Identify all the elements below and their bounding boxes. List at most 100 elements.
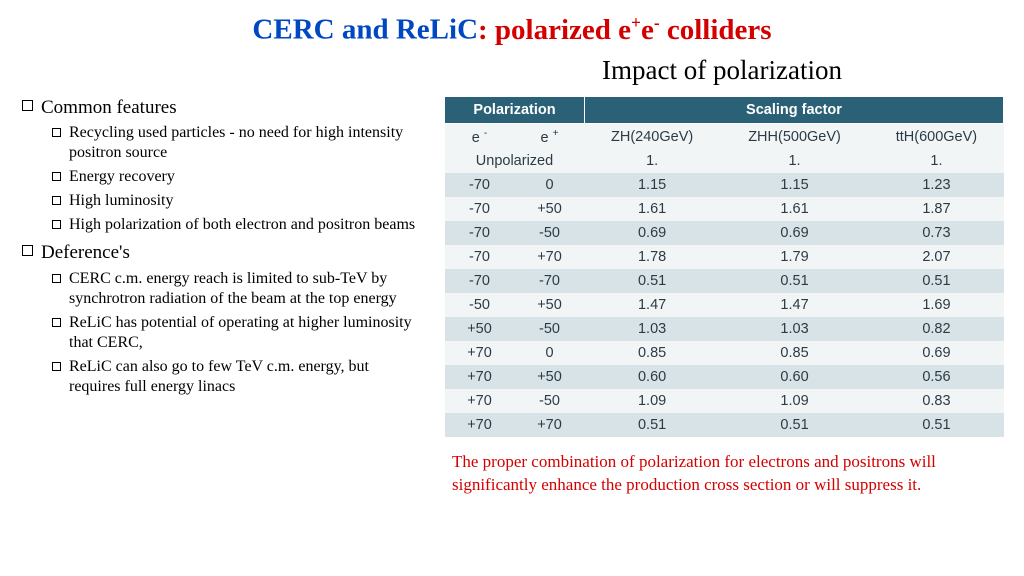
- right-column: Polarization Scaling factor e -e +ZH(240…: [444, 96, 1004, 498]
- bullet-icon: [52, 196, 61, 205]
- table-cell: +70: [515, 245, 585, 269]
- table-cell: -70: [445, 221, 515, 245]
- polarization-table: Polarization Scaling factor e -e +ZH(240…: [444, 96, 1004, 438]
- left-column: Common features Recycling used particles …: [20, 96, 420, 498]
- table-cell: +70: [515, 413, 585, 437]
- list-item-text: CERC c.m. energy reach is limited to sub…: [69, 269, 420, 309]
- bullet-icon: [52, 318, 61, 327]
- table-cell: -70: [445, 197, 515, 221]
- table-row: -70-700.510.510.51: [445, 269, 1004, 293]
- table-row: +70-501.091.090.83: [445, 389, 1004, 413]
- table-cell: 1.03: [720, 317, 870, 341]
- list-item: CERC c.m. energy reach is limited to sub…: [52, 269, 420, 309]
- list-item-text: Energy recovery: [69, 167, 175, 187]
- table-cell: 1.: [869, 149, 1003, 173]
- table-cell: 1.09: [585, 389, 720, 413]
- table-cell: -70: [515, 269, 585, 293]
- table-row: +70+700.510.510.51: [445, 413, 1004, 437]
- table-cell: +70: [445, 389, 515, 413]
- table-col-label: e -: [445, 123, 515, 149]
- table-cell: 1.78: [585, 245, 720, 269]
- table-col-label: ZHH(500GeV): [720, 123, 870, 149]
- table-row: +7000.850.850.69: [445, 341, 1004, 365]
- bullet-icon: [52, 274, 61, 283]
- table-cell: 0.51: [869, 269, 1003, 293]
- table-cell: 0.51: [720, 413, 870, 437]
- table-cell: +70: [445, 365, 515, 389]
- table-header-polarization: Polarization: [445, 96, 585, 123]
- table-row: -7001.151.151.23: [445, 173, 1004, 197]
- unpolarized-label: Unpolarized: [445, 149, 585, 173]
- bullet-icon: [52, 172, 61, 181]
- table-cell: 1.15: [585, 173, 720, 197]
- table-row: -70+701.781.792.07: [445, 245, 1004, 269]
- table-cell: 1.03: [585, 317, 720, 341]
- table-row: -50+501.471.471.69: [445, 293, 1004, 317]
- list-item: High polarization of both electron and p…: [52, 215, 420, 235]
- table-cell: 1.79: [720, 245, 870, 269]
- list-item: Recycling used particles - no need for h…: [52, 123, 420, 163]
- table-cell: +50: [515, 293, 585, 317]
- title-red: : polarized e+e- colliders: [478, 14, 772, 46]
- table-cell: 1.09: [720, 389, 870, 413]
- bullet-icon: [22, 245, 33, 256]
- table-cell: 0: [515, 341, 585, 365]
- table-cell: 1.69: [869, 293, 1003, 317]
- table-cell: -50: [515, 317, 585, 341]
- table-caption: The proper combination of polarization f…: [444, 451, 1004, 497]
- list-item: ReLiC can also go to few TeV c.m. energy…: [52, 357, 420, 397]
- title-blue: CERC and ReLiC: [252, 14, 478, 46]
- table-cell: +50: [515, 365, 585, 389]
- table-header-scaling: Scaling factor: [585, 96, 1004, 123]
- section-heading-text: Common features: [41, 96, 177, 120]
- table-cell: 1.: [585, 149, 720, 173]
- table-cell: 0.56: [869, 365, 1003, 389]
- table-cell: 1.47: [585, 293, 720, 317]
- table-cell: 0: [515, 173, 585, 197]
- section-heading: Deference's: [22, 241, 420, 265]
- section-heading-text: Deference's: [41, 241, 130, 265]
- bullet-icon: [52, 128, 61, 137]
- table-cell: 1.87: [869, 197, 1003, 221]
- content-row: Common features Recycling used particles …: [20, 96, 1004, 498]
- table-cell: 0.60: [585, 365, 720, 389]
- table-cell: -50: [515, 389, 585, 413]
- table-cell: 0.82: [869, 317, 1003, 341]
- table-cell: 1.61: [720, 197, 870, 221]
- table-cell: -70: [445, 173, 515, 197]
- table-cell: 0.51: [720, 269, 870, 293]
- table-cell: 1.47: [720, 293, 870, 317]
- table-cell: +50: [515, 197, 585, 221]
- table-cell: 0.60: [720, 365, 870, 389]
- table-cell: 0.51: [869, 413, 1003, 437]
- table-cell: -50: [445, 293, 515, 317]
- table-cell: 0.69: [720, 221, 870, 245]
- table-cell: +50: [445, 317, 515, 341]
- slide-title: CERC and ReLiC: polarized e+e- colliders: [20, 12, 1004, 47]
- bullet-icon: [52, 220, 61, 229]
- table-cell: 1.15: [720, 173, 870, 197]
- section-heading: Common features: [22, 96, 420, 120]
- list-item: ReLiC has potential of operating at high…: [52, 313, 420, 353]
- table-cell: +70: [445, 341, 515, 365]
- table-cell: 0.69: [869, 341, 1003, 365]
- list-item-text: High luminosity: [69, 191, 173, 211]
- table-row: -70+501.611.611.87: [445, 197, 1004, 221]
- table-cell: 1.: [720, 149, 870, 173]
- table-col-label: ttH(600GeV): [869, 123, 1003, 149]
- list-item-text: Recycling used particles - no need for h…: [69, 123, 420, 163]
- table-cell: 0.51: [585, 269, 720, 293]
- table-col-label: e +: [515, 123, 585, 149]
- table-cell: -70: [445, 269, 515, 293]
- table-cell: -50: [515, 221, 585, 245]
- list-item-text: ReLiC has potential of operating at high…: [69, 313, 420, 353]
- table-cell: 2.07: [869, 245, 1003, 269]
- table-row: +50-501.031.030.82: [445, 317, 1004, 341]
- table-cell: 1.23: [869, 173, 1003, 197]
- table-row: -70-500.690.690.73: [445, 221, 1004, 245]
- table-cell: -70: [445, 245, 515, 269]
- bullet-icon: [22, 100, 33, 111]
- list-item-text: ReLiC can also go to few TeV c.m. energy…: [69, 357, 420, 397]
- list-item-text: High polarization of both electron and p…: [69, 215, 415, 235]
- table-cell: 1.61: [585, 197, 720, 221]
